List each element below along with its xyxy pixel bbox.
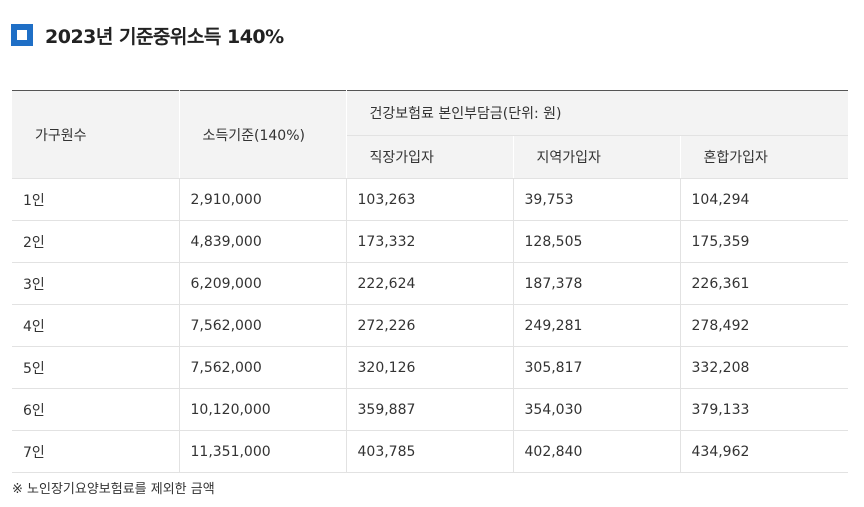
- cell-mixed: 332,208: [680, 346, 848, 389]
- cell-household: 2인: [12, 220, 180, 263]
- header-income: 소득기준(140%): [179, 90, 347, 179]
- cell-mixed: 175,359: [680, 220, 848, 263]
- cell-mixed: 278,492: [680, 304, 848, 347]
- page-title: 2023년 기준중위소득 140%: [45, 25, 284, 48]
- cell-income: 6,209,000: [179, 262, 347, 305]
- cell-workplace: 103,263: [346, 178, 514, 221]
- cell-regional: 128,505: [513, 220, 681, 263]
- cell-mixed: 226,361: [680, 262, 848, 305]
- cell-regional: 249,281: [513, 304, 681, 347]
- cell-income: 7,562,000: [179, 346, 347, 389]
- cell-workplace: 403,785: [346, 430, 514, 473]
- table-body: 1인 2,910,000 103,263 39,753 104,294 2인 4…: [12, 178, 848, 473]
- cell-regional: 402,840: [513, 430, 681, 473]
- table-row: 6인 10,120,000 359,887 354,030 379,133: [12, 388, 848, 431]
- cell-workplace: 272,226: [346, 304, 514, 347]
- square-bullet-icon: [11, 24, 33, 46]
- cell-household: 4인: [12, 304, 180, 347]
- cell-workplace: 320,126: [346, 346, 514, 389]
- table-row: 2인 4,839,000 173,332 128,505 175,359: [12, 220, 848, 263]
- cell-regional: 354,030: [513, 388, 681, 431]
- cell-workplace: 222,624: [346, 262, 514, 305]
- cell-household: 5인: [12, 346, 180, 389]
- footnote: ※ 노인장기요양보험료를 제외한 금액: [12, 482, 215, 497]
- cell-income: 7,562,000: [179, 304, 347, 347]
- cell-income: 2,910,000: [179, 178, 347, 221]
- table-row: 4인 7,562,000 272,226 249,281 278,492: [12, 304, 848, 347]
- header-regional: 지역가입자: [513, 135, 681, 179]
- table-row: 3인 6,209,000 222,624 187,378 226,361: [12, 262, 848, 305]
- cell-income: 10,120,000: [179, 388, 347, 431]
- premium-table: 가구원수 소득기준(140%) 건강보험료 본인부담금(단위: 원) 직장가입자…: [12, 90, 848, 473]
- page-heading: 2023년 기준중위소득 140%: [11, 20, 284, 50]
- header-household: 가구원수: [12, 90, 180, 179]
- cell-household: 1인: [12, 178, 180, 221]
- table-row: 5인 7,562,000 320,126 305,817 332,208: [12, 346, 848, 389]
- cell-income: 4,839,000: [179, 220, 347, 263]
- cell-regional: 187,378: [513, 262, 681, 305]
- header-workplace: 직장가입자: [346, 135, 514, 179]
- cell-household: 6인: [12, 388, 180, 431]
- cell-household: 3인: [12, 262, 180, 305]
- cell-mixed: 434,962: [680, 430, 848, 473]
- cell-mixed: 379,133: [680, 388, 848, 431]
- cell-income: 11,351,000: [179, 430, 347, 473]
- cell-household: 7인: [12, 430, 180, 473]
- cell-regional: 305,817: [513, 346, 681, 389]
- cell-mixed: 104,294: [680, 178, 848, 221]
- header-mixed: 혼합가입자: [680, 135, 848, 179]
- cell-workplace: 173,332: [346, 220, 514, 263]
- table-row: 7인 11,351,000 403,785 402,840 434,962: [12, 430, 848, 473]
- table-header: 가구원수 소득기준(140%) 건강보험료 본인부담금(단위: 원) 직장가입자…: [12, 90, 848, 179]
- header-premium-group: 건강보험료 본인부담금(단위: 원): [346, 90, 848, 136]
- cell-workplace: 359,887: [346, 388, 514, 431]
- table-row: 1인 2,910,000 103,263 39,753 104,294: [12, 178, 848, 221]
- cell-regional: 39,753: [513, 178, 681, 221]
